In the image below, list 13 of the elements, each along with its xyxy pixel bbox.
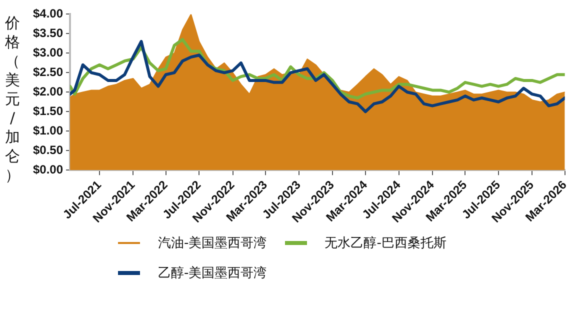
y-tick-label: $4.00 xyxy=(33,6,64,21)
y-tick-label: $1.50 xyxy=(33,104,64,118)
y-tick-label: $1.00 xyxy=(33,123,64,138)
y-tick-label: $0.00 xyxy=(33,162,64,176)
y-tick-label: $0.50 xyxy=(33,142,64,157)
text: 价格（美元/加仑） xyxy=(5,14,20,184)
legend-label: 汽油-美国墨西哥湾 xyxy=(158,235,267,252)
y-tick-label: $3.50 xyxy=(33,26,64,40)
y-tick-label: $3.00 xyxy=(33,45,64,60)
y-tick-label: $2.00 xyxy=(33,84,64,98)
legend-label: 乙醇-美国墨西哥湾 xyxy=(158,265,267,282)
y-tick-label: $2.50 xyxy=(33,64,64,79)
legend-label: 无水乙醇-巴西桑托斯 xyxy=(324,235,446,252)
